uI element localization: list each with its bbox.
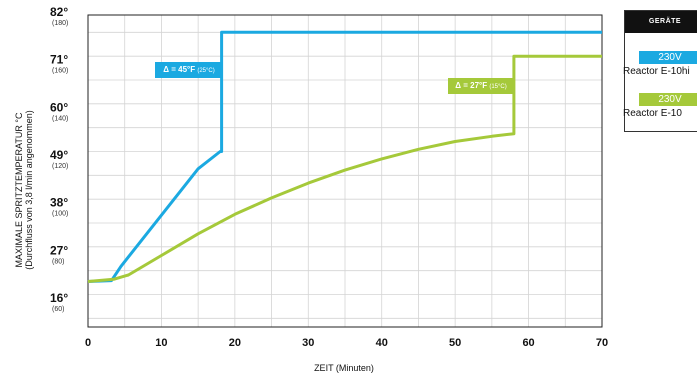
callout-e10: Δ = 27°F (15°C): [448, 78, 514, 94]
y-tick-label: 38°: [50, 196, 68, 210]
legend-badge-e10: 230V: [639, 93, 697, 106]
x-tick-label: 60: [522, 337, 534, 349]
x-tick-label: 20: [229, 337, 241, 349]
y-tick-sublabel: (180): [52, 20, 68, 27]
x-tick-label: 40: [376, 337, 388, 349]
callout-e10hi: Δ = 45°F (25°C): [155, 62, 223, 78]
series-line-e10hi: [87, 30, 602, 283]
y-axis-ticks: 16°(60) 27°(80) 38°(100) 49°(120) 60°(140) 71…: [50, 5, 68, 313]
y-tick-label: 82°: [50, 5, 68, 19]
y-tick-label: 71°: [50, 53, 68, 67]
y-tick-label: 27°: [50, 243, 68, 257]
y-tick-sublabel: (140): [52, 115, 68, 122]
series-layer: [87, 30, 602, 283]
y-tick-label: 49°: [50, 148, 68, 162]
x-axis-ticks: 0 10 20 30 40 50 60 70: [85, 337, 608, 349]
legend-badge-e10hi: 230V: [639, 51, 697, 64]
x-tick-label: 10: [155, 337, 167, 349]
legend-label-e10hi: Reactor E-10hi: [623, 66, 690, 77]
y-tick-sublabel: (160): [52, 68, 68, 75]
y-axis-subtitle: (Durchfluss von 3,8 l/min angenommen): [24, 110, 34, 270]
plot-frame: [87, 14, 603, 328]
x-tick-label: 30: [302, 337, 314, 349]
x-tick-label: 70: [596, 337, 608, 349]
y-tick-sublabel: (60): [52, 306, 64, 313]
y-tick-sublabel: (120): [52, 163, 68, 170]
legend-title: GERÄTE: [625, 11, 697, 33]
x-axis-title: ZEIT (Minuten): [314, 363, 374, 373]
y-tick-label: 60°: [50, 100, 68, 114]
grid: [87, 14, 603, 328]
y-tick-sublabel: (100): [52, 211, 68, 218]
x-tick-label: 50: [449, 337, 461, 349]
y-tick-label: 16°: [50, 291, 68, 305]
legend-label-e10: Reactor E-10: [623, 108, 682, 119]
y-axis-title: MAXIMALE SPRITZTEMPERATUR °C: [14, 112, 24, 267]
y-tick-sublabel: (80): [52, 258, 64, 265]
legend: GERÄTE 230V Reactor E-10hi 230V Reactor …: [623, 10, 697, 132]
x-tick-label: 0: [85, 337, 91, 349]
series-line-e10: [87, 54, 602, 283]
